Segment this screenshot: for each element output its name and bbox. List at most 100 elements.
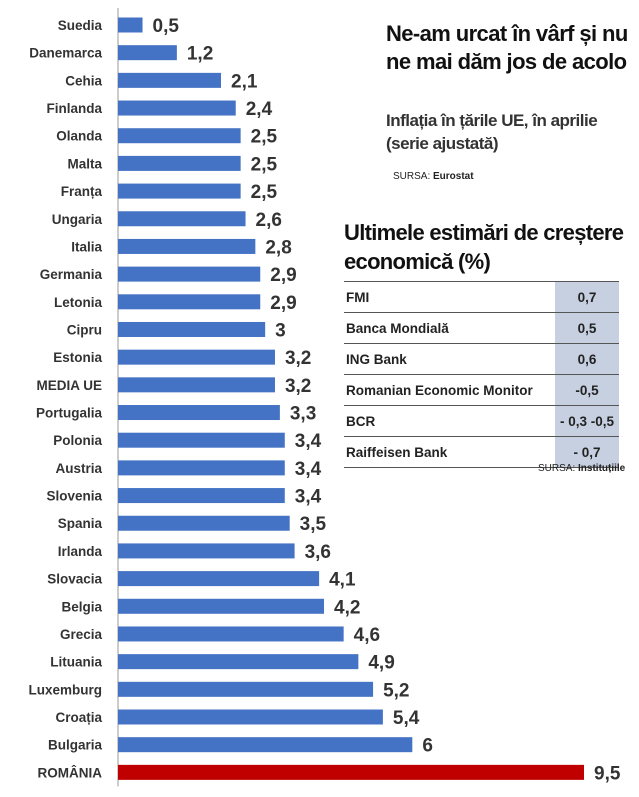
bar	[118, 100, 236, 116]
bar	[118, 681, 374, 697]
bar	[118, 183, 241, 199]
table-row: Raiffeisen Bank - 0,7	[344, 436, 619, 468]
value-label: 2,5	[251, 182, 278, 203]
bar	[118, 405, 280, 421]
bar	[118, 155, 241, 171]
row-name: ING Bank	[344, 343, 555, 375]
category-label: Franța	[61, 184, 103, 199]
chart-title: Ne-am urcat în vârf și nu ne mai dăm jos…	[386, 21, 628, 74]
category-label: Slovacia	[47, 572, 102, 587]
row-name: Raiffeisen Bank	[344, 436, 555, 468]
table-row: Banca Mondială 0,5	[344, 312, 619, 344]
category-label: Luxemburg	[28, 682, 102, 697]
chart-source: SURSA: Eurostat	[393, 171, 474, 182]
chart-source-value: Eurostat	[433, 171, 474, 182]
bar	[118, 626, 344, 642]
category-label: Bulgaria	[48, 738, 103, 753]
row-value: - 0,3 -0,5	[555, 405, 619, 437]
bar	[118, 128, 241, 144]
category-label: Ungaria	[52, 212, 103, 227]
bar	[118, 432, 285, 448]
value-label: 3,5	[300, 514, 327, 535]
bar	[118, 460, 285, 476]
bar	[118, 321, 266, 337]
category-label: Portugalia	[36, 406, 103, 421]
category-label: Croația	[55, 710, 102, 725]
value-label: 2,5	[251, 154, 278, 175]
bar	[118, 654, 359, 670]
value-label: 9,5	[594, 763, 621, 784]
bar	[118, 598, 325, 614]
bar	[118, 349, 275, 365]
row-name: Banca Mondială	[344, 312, 555, 344]
row-value: - 0,7	[555, 436, 619, 468]
table-row: Romanian Economic Monitor -0,5	[344, 374, 619, 406]
value-label: 2,5	[251, 127, 278, 148]
category-label: Danemarca	[29, 46, 102, 61]
bar	[118, 17, 143, 33]
growth-table-title: Ultimele estimări de creștere economică …	[344, 220, 624, 274]
row-value: 0,5	[555, 312, 619, 344]
bar	[118, 737, 413, 753]
value-label: 3,2	[285, 348, 311, 369]
table-row: ING Bank 0,6	[344, 343, 619, 375]
value-label: 2,9	[270, 265, 296, 286]
row-value: -0,5	[555, 374, 619, 406]
category-label: Polonia	[53, 433, 102, 448]
category-label: Estonia	[53, 350, 102, 365]
value-label: 3,4	[295, 431, 322, 452]
value-label: 1,2	[187, 44, 213, 65]
value-label: 5,2	[383, 680, 409, 701]
value-label: 4,6	[354, 625, 380, 646]
bar	[118, 294, 261, 310]
value-label: 2,6	[256, 210, 282, 231]
value-label: 3,6	[305, 542, 331, 563]
category-label: ROMÂNIA	[38, 765, 103, 780]
value-label: 4,9	[368, 653, 394, 674]
category-label: Italia	[71, 239, 102, 254]
value-label: 4,2	[334, 597, 360, 618]
row-name: FMI	[344, 281, 555, 313]
bar	[118, 45, 177, 61]
category-label: Germania	[40, 267, 103, 282]
category-label: Malta	[67, 156, 102, 171]
category-label: Olanda	[56, 129, 102, 144]
bar	[118, 543, 295, 559]
row-name: Romanian Economic Monitor	[344, 374, 555, 406]
bar	[118, 266, 261, 282]
bar	[118, 488, 285, 504]
table-source-label: SURSA:	[538, 463, 579, 474]
bar	[118, 238, 256, 254]
value-label: 3,2	[285, 376, 311, 397]
bar	[118, 72, 222, 88]
row-value: 0,6	[555, 343, 619, 375]
value-label: 4,1	[329, 570, 356, 591]
value-label: 6	[422, 736, 433, 757]
bar	[118, 377, 275, 393]
value-label: 3,4	[295, 459, 322, 480]
bar	[118, 764, 584, 780]
value-label: 2,9	[270, 293, 296, 314]
value-label: 0,5	[153, 16, 180, 37]
bar	[118, 211, 246, 227]
table-row: BCR - 0,3 -0,5	[344, 405, 619, 437]
category-label: Spania	[58, 516, 103, 531]
bar	[118, 709, 383, 725]
category-label: Cehia	[65, 73, 102, 88]
row-value: 0,7	[555, 281, 619, 313]
category-label: Slovenia	[46, 489, 102, 504]
table-source-value: Instituțiile	[578, 463, 626, 474]
category-label: Grecia	[60, 627, 103, 642]
row-name: BCR	[344, 405, 555, 437]
category-label: Letonia	[54, 295, 102, 310]
value-label: 2,1	[231, 71, 258, 92]
value-label: 3	[275, 320, 286, 341]
bar	[118, 515, 290, 531]
category-label: Austria	[55, 461, 102, 476]
category-label: MEDIA UE	[36, 378, 102, 393]
category-label: Suedia	[58, 18, 103, 33]
table-row: FMI 0,7	[344, 281, 619, 313]
category-label: Cipru	[67, 322, 102, 337]
value-label: 3,3	[290, 404, 316, 425]
